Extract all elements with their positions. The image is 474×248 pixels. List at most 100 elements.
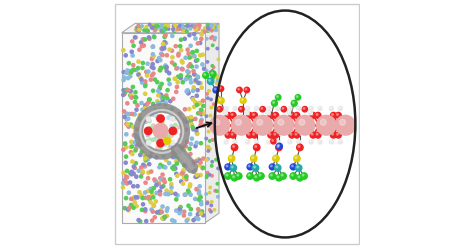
Circle shape [127, 209, 130, 212]
Circle shape [298, 141, 299, 142]
Circle shape [216, 190, 218, 192]
Circle shape [173, 30, 176, 33]
Circle shape [192, 218, 195, 222]
Circle shape [148, 37, 151, 40]
Circle shape [177, 27, 180, 29]
Circle shape [141, 142, 144, 146]
Circle shape [208, 174, 211, 176]
Circle shape [126, 208, 129, 211]
Circle shape [244, 87, 250, 93]
Polygon shape [122, 23, 219, 33]
Circle shape [187, 25, 190, 28]
Circle shape [255, 141, 256, 142]
Circle shape [138, 114, 141, 117]
Circle shape [311, 114, 313, 115]
Circle shape [184, 78, 187, 81]
Circle shape [339, 119, 346, 125]
Circle shape [319, 107, 320, 108]
Circle shape [164, 192, 167, 196]
Circle shape [163, 25, 166, 28]
Circle shape [156, 117, 159, 120]
Circle shape [206, 171, 209, 174]
Circle shape [122, 89, 125, 92]
Circle shape [160, 82, 163, 86]
Circle shape [298, 107, 299, 108]
Circle shape [195, 65, 198, 68]
Circle shape [165, 214, 169, 217]
Circle shape [174, 29, 177, 31]
Circle shape [141, 25, 143, 28]
Circle shape [157, 140, 164, 147]
Circle shape [174, 131, 178, 134]
Circle shape [160, 186, 163, 189]
Circle shape [158, 85, 162, 88]
Circle shape [190, 81, 193, 84]
Circle shape [275, 95, 281, 100]
Circle shape [195, 173, 199, 177]
Circle shape [140, 45, 144, 48]
Circle shape [277, 146, 279, 147]
Circle shape [178, 150, 181, 153]
Circle shape [246, 141, 247, 142]
Circle shape [252, 132, 257, 138]
Circle shape [315, 112, 321, 118]
Circle shape [162, 30, 164, 32]
Circle shape [237, 174, 239, 176]
Circle shape [132, 206, 135, 209]
Circle shape [151, 210, 155, 213]
Circle shape [303, 108, 305, 109]
Circle shape [124, 181, 127, 184]
Circle shape [259, 174, 261, 176]
Circle shape [179, 38, 182, 41]
Circle shape [132, 198, 135, 201]
Circle shape [211, 72, 213, 74]
Circle shape [165, 94, 168, 97]
Circle shape [217, 118, 219, 121]
Circle shape [156, 89, 160, 93]
Circle shape [176, 194, 179, 197]
Circle shape [209, 25, 212, 27]
Circle shape [143, 107, 146, 110]
Circle shape [248, 114, 250, 115]
Circle shape [165, 209, 168, 212]
Circle shape [150, 57, 154, 61]
Circle shape [255, 176, 257, 178]
Circle shape [217, 93, 219, 96]
Circle shape [181, 67, 184, 70]
Circle shape [169, 100, 172, 103]
Circle shape [192, 73, 196, 76]
Circle shape [151, 45, 155, 48]
Circle shape [187, 65, 190, 68]
Circle shape [207, 47, 209, 50]
Circle shape [168, 178, 172, 181]
Circle shape [150, 170, 153, 173]
Circle shape [225, 164, 231, 170]
Circle shape [187, 191, 191, 194]
Circle shape [211, 160, 213, 163]
Circle shape [197, 212, 200, 215]
Circle shape [149, 201, 152, 204]
Circle shape [127, 125, 130, 128]
Circle shape [200, 86, 203, 89]
Circle shape [210, 71, 212, 73]
Circle shape [164, 137, 171, 144]
Circle shape [141, 108, 144, 111]
Circle shape [136, 196, 139, 199]
Circle shape [155, 28, 157, 31]
Circle shape [267, 106, 271, 110]
Circle shape [161, 54, 164, 57]
Circle shape [273, 112, 279, 118]
Circle shape [207, 30, 210, 32]
Circle shape [141, 38, 145, 41]
Circle shape [182, 169, 185, 172]
Circle shape [151, 26, 154, 29]
Circle shape [180, 59, 183, 62]
Circle shape [178, 207, 182, 211]
Circle shape [196, 89, 199, 92]
Circle shape [162, 185, 165, 188]
Circle shape [179, 45, 182, 48]
Circle shape [302, 106, 308, 112]
Circle shape [189, 44, 192, 47]
Circle shape [174, 198, 178, 201]
Circle shape [184, 193, 187, 196]
